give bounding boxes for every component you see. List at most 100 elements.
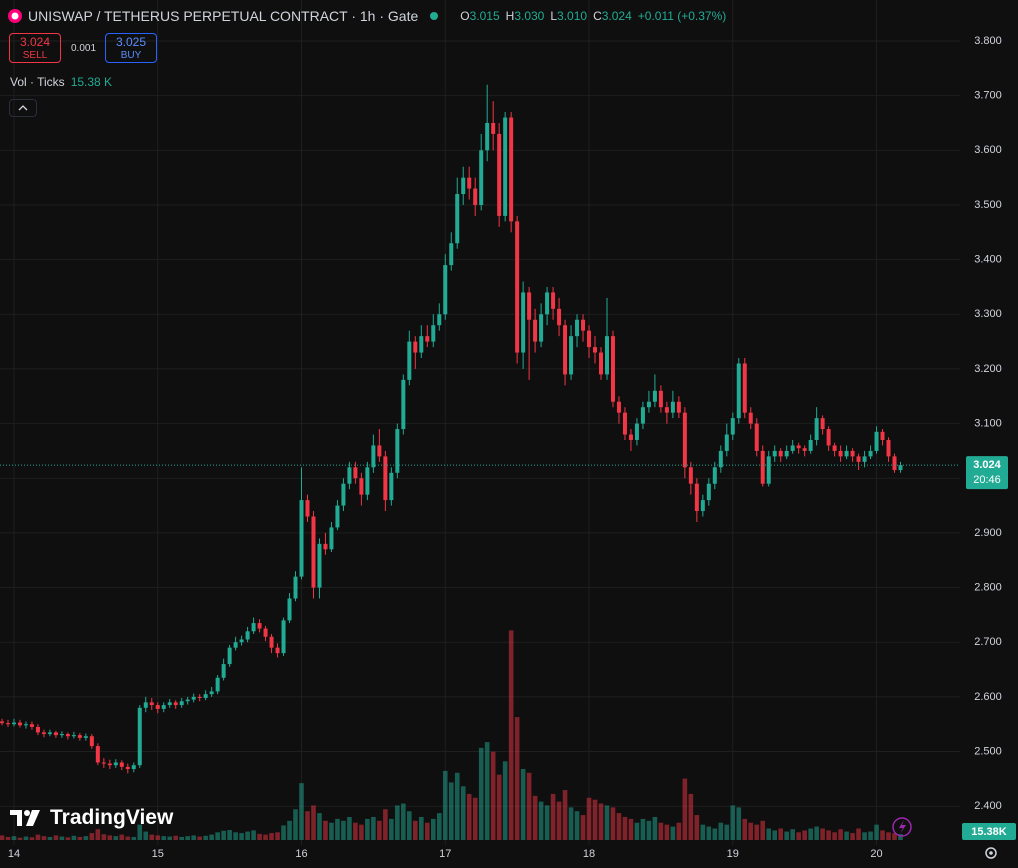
candle-body [347,467,352,484]
candle-body [778,450,783,457]
volume-bar [149,834,155,840]
candle-body [95,746,100,763]
candle-body [65,734,70,737]
volume-bar [604,805,610,840]
volume-bar [293,809,298,840]
symbol-title[interactable]: UNISWAP / TETHERUS PERPETUAL CONTRACT · … [28,8,419,24]
volume-bar [430,818,436,840]
volume-bar [844,831,849,840]
candle-body [772,450,777,457]
candle-body [880,431,885,440]
candle-body [688,467,693,484]
sell-button[interactable]: 3.024 SELL [9,33,61,63]
volume-bar [209,834,214,840]
candle-body [616,401,621,413]
volume-bar [832,832,837,840]
volume-bar [221,830,226,840]
volume-bar [694,815,700,840]
volume-bar [305,811,310,840]
volume-bar [65,837,71,840]
volume-bar [508,630,514,840]
volume-bar [748,822,754,840]
volume-bar [520,768,526,840]
candle-body [413,341,418,353]
volume-bar [784,831,789,840]
volume-bar [802,830,807,840]
volume-bar [371,816,376,840]
candle-body [599,352,603,375]
candle-body [125,766,130,770]
volume-bar [53,835,59,840]
x-tick-label: 20 [870,848,882,860]
volume-bar [197,836,202,840]
candle-body [233,642,238,648]
y-tick-label: 2.500 [974,745,1002,757]
volume-bar [233,832,238,840]
candle-body [527,292,532,320]
buy-button[interactable]: 3.025 BUY [105,33,157,63]
volume-bar [538,801,544,840]
candle-body [503,117,508,216]
sell-price: 3.024 [19,35,51,49]
volume-bar [185,836,190,840]
volume-bar [742,818,748,840]
candle-body [269,636,274,648]
volume-bar [724,824,730,840]
candle-body [706,483,711,501]
volume-bar [442,770,448,840]
y-tick-label: 3.400 [974,254,1002,266]
volume-bar [335,818,340,840]
candle-body [11,722,16,725]
candle-body [131,765,136,770]
volume-bar [251,830,256,840]
candle-body [395,429,400,473]
volume-bar [281,825,286,840]
volume-bar [706,826,712,840]
volume-tag-label: 15.38K [971,826,1007,838]
candle-body [77,735,82,738]
buy-label: BUY [120,50,142,61]
candle-body [449,243,454,266]
candle-body [551,292,556,309]
y-tick-label: 3.100 [974,417,1002,429]
candle-body [143,702,148,708]
last-price-tag [966,456,1008,490]
candle-body [209,691,214,695]
candle-body [461,177,466,195]
volume-bar [347,816,352,840]
candle-body [742,363,747,413]
volume-bar [155,835,161,840]
volume-layer [0,630,903,840]
candle-body [251,623,256,632]
volume-bar [269,833,274,840]
status-dot [430,12,439,20]
candle-body [694,483,699,512]
candle-body [437,314,442,326]
alert-icon[interactable] [892,817,912,837]
candle-body [377,445,382,457]
y-tick-label: 3.500 [974,199,1002,211]
volume-bar [634,822,640,840]
candle-body [41,732,46,735]
volume-bar [568,807,574,840]
volume-bar [712,828,718,840]
candle-body [676,401,681,413]
collapse-button[interactable] [9,99,37,117]
candle-body [365,467,370,495]
ohlc-value: 3.015 [469,9,500,23]
settings-icon[interactable] [985,847,997,859]
candle-body [275,647,280,654]
volume-bar [131,836,137,840]
volume-bar [640,818,646,840]
ohlc-key: O [460,9,470,23]
candle-body [335,505,340,528]
indicator-name[interactable]: Vol · Ticks [10,75,65,89]
volume-bar [323,820,328,840]
volume-bar [730,805,736,840]
volume-bar [808,828,813,840]
alert-icon-bolt [899,820,906,834]
volume-bar [191,835,196,840]
volume-bar [389,818,394,840]
candle-body [167,702,172,706]
